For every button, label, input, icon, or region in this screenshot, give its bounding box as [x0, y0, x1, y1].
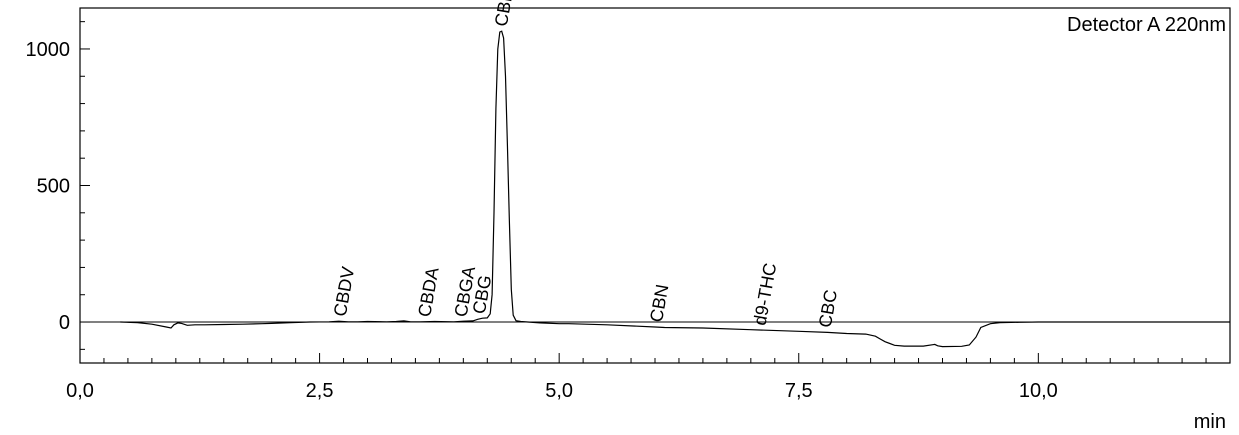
x-axis-unit: min — [1194, 411, 1226, 433]
x-tick-label: 5,0 — [545, 380, 573, 402]
y-tick-label: 0 — [59, 312, 70, 334]
peak-label: CBDV — [330, 265, 358, 318]
x-tick-label: 2,5 — [306, 380, 334, 402]
x-axis-ticks — [79, 353, 1231, 363]
y-tick-label: 1000 — [26, 39, 71, 61]
y-tick-label: 500 — [37, 176, 70, 198]
detector-label: Detector A 220nm — [1067, 14, 1226, 36]
y-axis-ticks — [80, 21, 90, 350]
y-axis-tick-labels: 0 500 1000 — [26, 39, 71, 334]
x-tick-label: 7,5 — [785, 380, 813, 402]
peak-label: CBD — [491, 0, 517, 28]
peak-label: CBC — [815, 288, 841, 329]
peak-label: CBDA — [414, 266, 442, 319]
peak-label: CBN — [646, 283, 672, 324]
x-tick-label: 0,0 — [66, 380, 94, 402]
peak-label: d9-THC — [750, 261, 781, 327]
x-axis-tick-labels: 0,0 2,5 5,0 7,5 10,0 — [66, 380, 1058, 402]
chromatogram-trace — [120, 30, 1230, 348]
x-tick-label: 10,0 — [1019, 380, 1058, 402]
